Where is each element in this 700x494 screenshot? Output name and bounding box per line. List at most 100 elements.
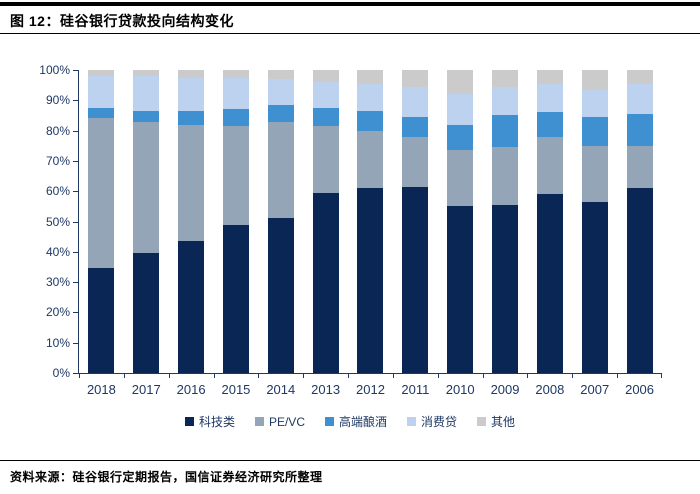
x-axis-label: 2017 [131,382,161,397]
bar-segment [492,70,519,87]
x-axis-label: 2006 [625,382,655,397]
bar-segment [88,268,115,373]
x-axis-tick [482,373,484,378]
y-axis-label: 50% [45,214,70,229]
legend-item: 消费贷 [407,413,457,430]
stacked-bar-2014 [267,70,294,373]
x-axis-tick [258,373,260,378]
bar-slot [79,70,124,373]
y-axis-tick [73,221,79,223]
bar-segment [447,94,474,125]
x-axis-label: 2014 [266,382,296,397]
bar-segment [447,124,474,151]
bar-segment [312,126,339,193]
x-axis-tick [527,373,529,378]
bar-segment [492,147,519,205]
bar-segment [536,83,563,113]
bar-segment [178,124,205,242]
bar-slot [303,70,348,373]
bar-segment [133,70,160,77]
bar-segment [581,145,608,202]
bar-segment [88,107,115,119]
y-axis-label: 0% [52,366,70,380]
bar-segment [133,121,160,254]
legend-swatch-icon [407,417,416,426]
bar-segment [536,136,563,195]
y-axis-tick [73,100,79,102]
bar-segment [447,206,474,373]
y-axis-label: 30% [45,275,70,290]
bar-segment [267,104,294,122]
x-axis-label: 2007 [580,382,610,397]
bar-segment [536,112,563,137]
legend-item: PE/VC [254,415,305,429]
bar-segment [222,224,249,373]
legend-label: 消费贷 [421,415,458,429]
x-axis-tick [572,373,574,378]
bar-segment [133,76,160,111]
legend-swatch-icon [254,417,264,426]
bar-segment [402,186,429,373]
bar-segment [178,77,205,111]
bar-slot [393,70,438,373]
bar-segment [581,201,608,373]
x-axis-tick [617,373,619,378]
bar-slot [348,70,393,373]
bar-segment [492,86,519,116]
legend-item: 科技类 [184,413,235,430]
title-divider [0,33,700,34]
y-axis-label: 90% [45,93,70,108]
bar-segment [88,118,115,269]
footer-divider [0,460,700,461]
x-axis-tick [123,373,125,378]
bar-segment [536,70,563,84]
bar-segment [581,116,608,146]
x-axis-label: 2018 [86,382,116,397]
x-axis-tick [168,373,170,378]
bar-slot [527,70,572,373]
y-axis-label: 10% [45,335,70,350]
y-axis-label: 100% [39,63,70,77]
x-axis-label: 2016 [176,382,206,397]
bar-segment [312,70,339,83]
bar-segment [492,204,519,373]
stacked-bar-2006 [626,70,653,373]
bar-segment [267,70,294,80]
y-axis-tick [73,342,79,344]
x-axis-tick [392,373,394,378]
bar-segment [267,79,294,105]
legend-item: 高端酿酒 [324,413,387,430]
bar-segment [312,82,339,108]
bar-segment [312,107,339,127]
plot-area: 0% 10% 20% 30% 40% 50% 60% 70% 80% 90% 100% 2018 201… [39,63,662,397]
x-axis-label: 2012 [356,382,385,397]
x-axis-tick [661,373,662,378]
bar-segment [492,115,519,148]
bar-segment [357,70,384,84]
y-axis-label: 60% [45,184,70,199]
x-axis-label: 2009 [490,382,520,397]
x-axis-tick [303,373,305,378]
bar-segment [88,76,115,108]
y-axis-label: 40% [45,244,70,259]
legend-swatch-icon [477,417,487,426]
bar-segment [133,110,160,122]
bar-segment [133,253,160,373]
legend-swatch-icon [184,417,194,426]
legend-swatch-icon [324,417,334,426]
bar-segment [626,188,653,373]
bar-slot [169,70,214,373]
bar-segment [357,83,384,111]
bar-segment [626,113,653,146]
stacked-bar-2008 [536,70,563,373]
x-axis-tick [213,373,215,378]
bar-segment [357,110,384,131]
stacked-bar-2018 [88,70,115,373]
x-axis-label: 2008 [535,382,565,397]
bar-segment [402,136,429,187]
x-axis-label: 2011 [401,382,430,397]
bar-segment [222,77,249,110]
y-axis-tick [73,160,79,162]
bar-segment [357,130,384,189]
